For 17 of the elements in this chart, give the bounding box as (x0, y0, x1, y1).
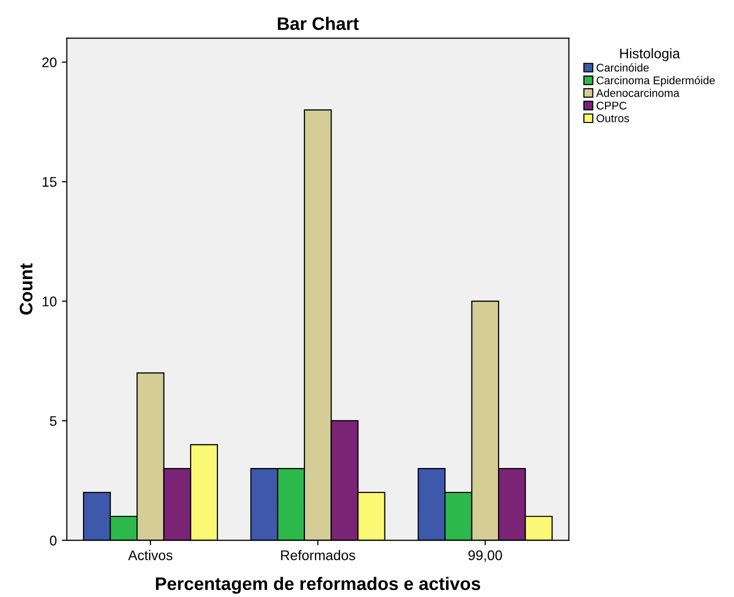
x-tick-label: 99,00 (468, 550, 502, 562)
legend-label: Outros (596, 114, 630, 122)
legend-label: Adenocarcinoma (596, 88, 680, 97)
y-tick-label: 0 (50, 536, 57, 546)
chart-title: Bar Chart (278, 16, 359, 30)
legend-label: Carcinóide (596, 63, 649, 72)
legend-title: Histologia (620, 48, 680, 62)
legend-label: Carcinoma Epidermóide (596, 76, 715, 87)
x-axis-title: Percentagem de reformados e activos (156, 576, 480, 594)
y-tick-label: 15 (42, 177, 56, 187)
x-tick-label: Reformados (281, 550, 356, 560)
y-axis-title: Count (20, 263, 32, 315)
y-tick-label: 10 (42, 296, 57, 306)
legend-label: CPPC (596, 102, 627, 110)
x-tick-label: Activos (128, 550, 172, 560)
y-tick-label: 20 (42, 57, 57, 68)
y-tick-label: 5 (50, 416, 56, 426)
